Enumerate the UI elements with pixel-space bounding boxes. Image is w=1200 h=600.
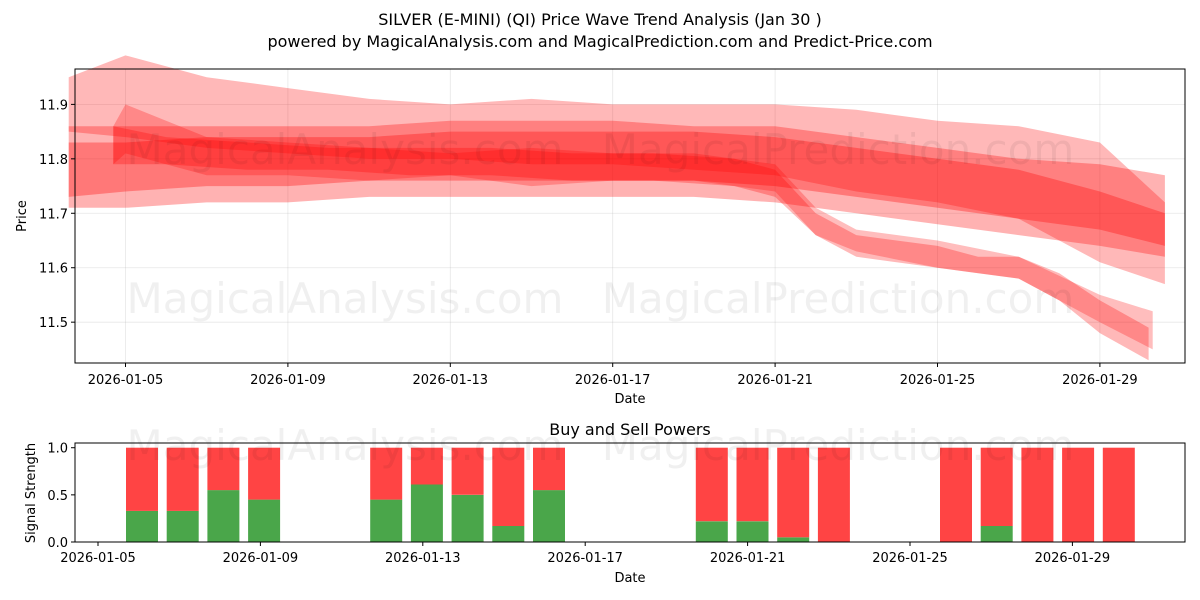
sell-bar (410, 447, 443, 485)
buy-bar (248, 499, 281, 542)
sell-bar (777, 447, 810, 538)
watermark-analysis-bottom: MagicalAnalysis.com (127, 421, 564, 470)
price-x-tick-label: 2026-01-29 (1062, 373, 1138, 388)
price-x-tick-label: 2026-01-17 (575, 373, 651, 388)
chart-title: SILVER (E-MINI) (QI) Price Wave Trend An… (378, 10, 822, 29)
sell-bar (817, 447, 850, 542)
price-x-tick-label: 2026-01-21 (737, 373, 813, 388)
watermark-analysis-mid: MagicalAnalysis.com (127, 274, 564, 323)
buy-bar (451, 494, 484, 542)
wave-band (68, 120, 1165, 257)
watermark-prediction-top: MagicalPrediction.com (602, 125, 1075, 174)
watermark-analysis-top: MagicalAnalysis.com (127, 125, 564, 174)
price-y-axis-label: Price (15, 200, 30, 232)
buy-bar (736, 521, 769, 542)
price-x-tick-label: 2026-01-09 (250, 373, 326, 388)
watermark-prediction-bottom: MagicalPrediction.com (602, 421, 1075, 470)
powers-x-tick-label: 2026-01-13 (385, 551, 461, 566)
price-x-tick-label: 2026-01-13 (413, 373, 489, 388)
sell-bar (166, 447, 199, 511)
sell-bar (370, 447, 403, 500)
powers-axis-ticks: 2026-01-05 2026-01-09 2026-01-13 2026-01-17… (47, 442, 1110, 566)
powers-plot-frame (74, 442, 1186, 543)
powers-x-tick-label: 2026-01-05 (60, 551, 136, 566)
powers-bars (126, 447, 1135, 542)
powers-x-tick-label: 2026-01-21 (710, 551, 786, 566)
powers-y-tick-label: 0.5 (47, 489, 68, 504)
sell-bar (1021, 447, 1054, 542)
price-y-tick-label: 11.5 (39, 316, 68, 331)
sell-bar (736, 447, 769, 522)
buy-bar (777, 537, 810, 542)
sell-bar (126, 447, 158, 511)
powers-x-tick-label: 2026-01-17 (547, 551, 623, 566)
price-x-tick-label: 2026-01-25 (900, 373, 976, 388)
wave-band (68, 131, 1165, 246)
price-y-tick-label: 11.8 (39, 153, 68, 168)
wave-band (113, 126, 1149, 361)
powers-chart-title: Buy and Sell Powers (549, 420, 711, 439)
chart-subtitle: powered by MagicalAnalysis.com and Magic… (267, 32, 932, 51)
powers-x-tick-label: 2026-01-29 (1035, 551, 1111, 566)
buy-bar (980, 526, 1013, 542)
sell-bar (207, 447, 240, 491)
powers-y-axis-label: Signal Strength (24, 443, 39, 543)
buy-bar (695, 521, 728, 542)
sell-bar (248, 447, 281, 500)
buy-bar (370, 499, 403, 542)
price-y-tick-label: 11.9 (39, 98, 68, 113)
powers-x-axis-label: Date (614, 571, 645, 586)
buy-bar (492, 526, 525, 542)
price-y-tick-label: 11.7 (39, 207, 68, 222)
sell-bar (940, 447, 972, 542)
buy-bar (533, 490, 565, 542)
buy-bar (410, 484, 443, 542)
sell-bar (492, 447, 525, 526)
price-wave-bands (68, 55, 1165, 361)
powers-y-tick-label: 0.0 (47, 536, 68, 551)
sell-bar (1102, 447, 1135, 542)
price-axis-ticks: 2026-01-05 2026-01-09 2026-01-13 2026-01-17… (39, 98, 1138, 388)
buy-bar (166, 510, 199, 542)
price-y-tick-label: 11.6 (39, 262, 68, 277)
powers-y-tick-label: 1.0 (47, 442, 68, 457)
sell-bar (980, 447, 1013, 526)
sell-bar (451, 447, 484, 495)
price-grid (75, 69, 1185, 363)
buy-bar (126, 510, 158, 542)
wave-band (113, 104, 1153, 350)
powers-x-tick-label: 2026-01-09 (223, 551, 299, 566)
price-x-tick-label: 2026-01-05 (88, 373, 164, 388)
price-plot-frame (74, 68, 1186, 364)
watermark-prediction-mid: MagicalPrediction.com (602, 274, 1075, 323)
sell-bar (533, 447, 565, 491)
buy-bar (207, 490, 240, 542)
powers-x-tick-label: 2026-01-25 (872, 551, 948, 566)
sell-bar (695, 447, 728, 522)
price-x-axis-label: Date (614, 392, 645, 407)
sell-bar (1062, 447, 1095, 542)
wave-band (68, 55, 1165, 285)
